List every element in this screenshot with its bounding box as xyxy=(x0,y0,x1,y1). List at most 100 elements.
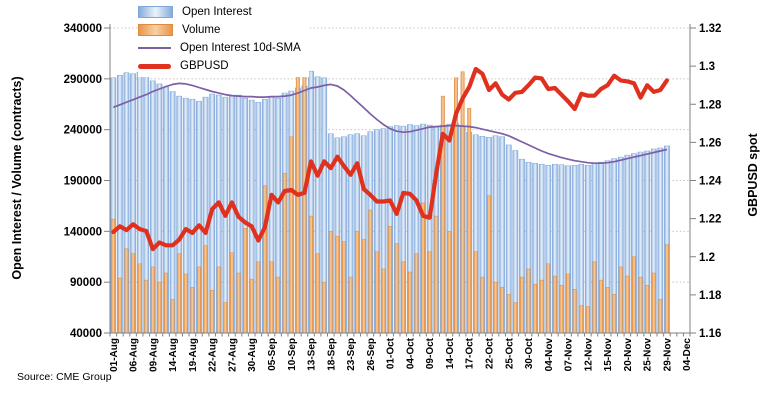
x-axis-tick-label: 09-Aug xyxy=(148,338,159,372)
legend-label: Open Interest 10d-SMA xyxy=(180,42,301,54)
legend: Open Interest Volume Open Interest 10d-S… xyxy=(138,3,309,77)
volume-bar xyxy=(361,239,366,334)
x-axis-tick-label: 27-Aug xyxy=(227,338,238,372)
volume-bar xyxy=(210,290,215,334)
x-axis-tick-label: 29-Nov xyxy=(662,338,673,372)
volume-bar xyxy=(348,276,353,334)
volume-bar xyxy=(625,275,630,334)
x-axis-tick-label: 30-Aug xyxy=(247,338,258,372)
left-axis-tick-label: 140000 xyxy=(64,226,102,238)
left-axis-ticks: 340000 290000 240000 190000 140000 90000 40000 xyxy=(64,23,110,340)
volume-bar xyxy=(664,244,669,334)
x-axis-tick-label: 19-Aug xyxy=(188,338,199,372)
volume-bar xyxy=(519,276,524,334)
x-axis-tick-label: 23-Sep xyxy=(346,338,357,371)
legend-label: Volume xyxy=(182,24,221,36)
volume-bar xyxy=(276,276,281,334)
volume-bar xyxy=(131,253,136,334)
left-axis-tick-label: 40000 xyxy=(70,328,102,340)
volume-bar xyxy=(526,268,531,334)
x-axis-labels: 01-Aug 06-Aug 09-Aug 14-Aug 19-Aug 22-Aug 27-A… xyxy=(109,337,693,372)
right-axis-tick-label: 1.24 xyxy=(699,176,722,188)
volume-bar xyxy=(150,266,155,334)
volume-bar xyxy=(355,231,360,334)
volume-bar xyxy=(421,202,426,334)
x-axis-ticks xyxy=(109,333,691,337)
volume-bar xyxy=(394,243,399,334)
x-axis-tick-label: 07-Nov xyxy=(564,338,575,372)
volume-bar xyxy=(144,279,149,334)
volume-bar xyxy=(190,287,195,334)
right-axis-tick-label: 1.18 xyxy=(699,290,722,302)
x-axis-tick-label: 06-Aug xyxy=(129,338,140,372)
volume-bar xyxy=(243,228,248,334)
volume-bar xyxy=(183,273,188,334)
volume-bar xyxy=(645,284,650,334)
volume-bar xyxy=(322,281,327,334)
volume-bar xyxy=(197,266,201,334)
volume-bar xyxy=(124,248,129,334)
volume-bar xyxy=(473,251,478,334)
right-axis-tick-label: 1.22 xyxy=(699,214,721,226)
right-axis-title: GBPUSD spot xyxy=(746,133,760,217)
volume-bar xyxy=(447,231,452,334)
x-axis-tick-label: 30-Oct xyxy=(524,337,535,369)
volume-bar xyxy=(177,253,182,334)
x-axis-tick-label: 25-Oct xyxy=(504,337,515,369)
volume-bar xyxy=(460,71,465,334)
volume-bar xyxy=(414,253,419,334)
volume-bar xyxy=(328,231,333,334)
right-axis-tick-label: 1.3 xyxy=(699,61,715,73)
volume-bar xyxy=(229,252,234,334)
volume-bar xyxy=(638,276,643,334)
left-axis-title: Open Interest / Volume (contracts) xyxy=(10,76,24,280)
volume-bar xyxy=(137,263,142,334)
volume-bar xyxy=(566,273,571,334)
volume-bar xyxy=(651,272,656,334)
right-axis-tick-label: 1.28 xyxy=(699,99,722,111)
volume-bar xyxy=(552,275,557,334)
x-axis-tick-label: 10-Sep xyxy=(287,338,298,371)
volume-bar xyxy=(368,209,373,334)
left-axis-tick-label: 190000 xyxy=(64,176,102,188)
volume-bar xyxy=(401,261,406,334)
x-axis-tick-label: 12-Nov xyxy=(583,338,594,372)
volume-bar xyxy=(539,279,544,334)
legend-item-sma: Open Interest 10d-SMA xyxy=(138,39,301,57)
legend-label: GBPUSD xyxy=(180,60,229,72)
volume-bar xyxy=(309,215,313,334)
volume-bar xyxy=(618,266,623,334)
legend-item-volume: Volume xyxy=(138,21,301,39)
volume-bar xyxy=(427,251,432,334)
left-axis-tick-label: 240000 xyxy=(64,125,102,137)
volume-bar xyxy=(302,71,307,334)
x-axis-tick-label: 22-Oct xyxy=(485,337,496,369)
volume-bar xyxy=(658,299,663,334)
volume-bar xyxy=(203,245,208,334)
volume-bar xyxy=(157,281,162,334)
volume-bar xyxy=(262,185,267,334)
x-axis-tick-label: 14-Aug xyxy=(168,338,179,372)
volume-bar xyxy=(467,108,472,334)
volume-bar xyxy=(388,226,393,334)
legend-item-gbpusd: GBPUSD xyxy=(138,57,301,75)
volume-bar xyxy=(632,256,636,334)
x-axis-tick-label: 01-Oct xyxy=(386,337,397,369)
volume-bar xyxy=(585,306,590,334)
open-interest-bar xyxy=(169,91,176,334)
volume-bar xyxy=(546,263,551,334)
volume-bar xyxy=(579,305,584,334)
gbpusd-line xyxy=(111,66,670,252)
volume-bar xyxy=(374,251,379,334)
source-credit: Source: CME Group xyxy=(17,371,112,383)
gbpusd-line-swatch xyxy=(138,63,171,69)
x-axis-tick-label: 04-Dec xyxy=(682,338,693,371)
volume-bar xyxy=(434,215,439,334)
x-axis-tick-label: 15-Nov xyxy=(603,338,614,372)
volume-bar xyxy=(223,302,228,334)
right-axis-tick-label: 1.2 xyxy=(699,252,715,264)
volume-bar xyxy=(487,195,491,334)
volume-bar xyxy=(295,71,300,334)
x-axis-tick-label: 05-Sep xyxy=(267,338,278,371)
